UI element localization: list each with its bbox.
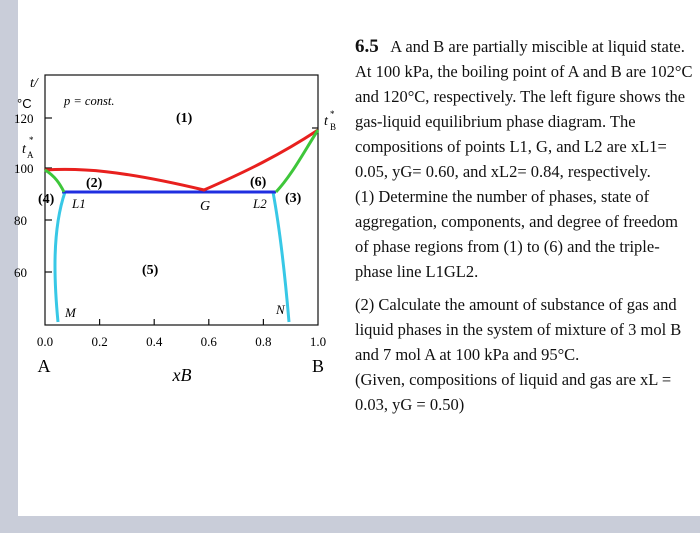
region-2-label: (2)	[86, 176, 103, 191]
left-liquid-curve	[44, 168, 66, 193]
problem-intro: A and B are partially miscible at liquid…	[355, 37, 693, 181]
ta-sub: A	[27, 150, 34, 160]
tb-label: t	[324, 114, 329, 129]
left-solubility-curve	[53, 191, 67, 323]
y-tick-label: 120	[14, 111, 34, 126]
given-note: (Given, compositions of liquid and gas a…	[355, 370, 672, 414]
question-1: (1) Determine the number of phases, stat…	[355, 184, 693, 284]
question-1-number: (1)	[355, 187, 375, 206]
point-m-label: M	[64, 305, 77, 320]
bottom-border-bar	[0, 516, 700, 533]
y-tick-label: 100	[14, 161, 34, 176]
right-liquid-curve	[274, 129, 320, 194]
point-g-label: G	[200, 199, 210, 214]
y-unit-top: t/	[30, 76, 39, 91]
y-unit-bottom: °C	[17, 96, 32, 111]
question-2-text: Calculate the amount of substance of gas…	[355, 295, 682, 364]
question-2: (2) Calculate the amount of substance of…	[355, 292, 693, 367]
region-5-label: (5)	[142, 263, 159, 278]
tb-star: *	[330, 109, 335, 119]
tb-sub: B	[330, 122, 336, 132]
problem-text: 6.5 A and B are partially miscible at li…	[355, 34, 693, 417]
x-tick-label: 0.6	[201, 334, 218, 349]
question-1-text: Determine the number of phases, state of…	[355, 187, 678, 281]
vapor-curve	[44, 128, 319, 192]
point-n-label: N	[275, 302, 286, 317]
question-2-number: (2)	[355, 295, 375, 314]
x-tick-label: 0.2	[91, 334, 107, 349]
region-1-label: (1)	[176, 111, 193, 126]
right-end-label: B	[312, 356, 324, 376]
left-border-bar	[0, 0, 18, 533]
x-tick-label: 0.0	[37, 334, 53, 349]
problem-intro-paragraph: 6.5 A and B are partially miscible at li…	[355, 34, 693, 184]
ta-star: *	[29, 135, 34, 145]
x-tick-label: 0.4	[146, 334, 163, 349]
x-tick-label: 1.0	[310, 334, 326, 349]
point-l1-label: L1	[71, 196, 86, 211]
problem-number: 6.5	[355, 36, 379, 57]
x-tick-label: 0.8	[255, 334, 271, 349]
point-l2-label: L2	[252, 196, 267, 211]
ta-label: t	[22, 142, 27, 157]
left-end-label: A	[38, 356, 51, 376]
plot-frame	[44, 74, 319, 326]
y-tick-label: 60	[14, 265, 27, 280]
y-tick-label: 80	[14, 213, 27, 228]
region-4-label: (4)	[38, 192, 55, 207]
region-3-label: (3)	[285, 191, 302, 206]
x-axis-label: xB	[172, 365, 192, 385]
pressure-note: p = const.	[63, 94, 114, 108]
region-6-label: (6)	[250, 175, 267, 190]
right-solubility-curve	[271, 191, 291, 323]
